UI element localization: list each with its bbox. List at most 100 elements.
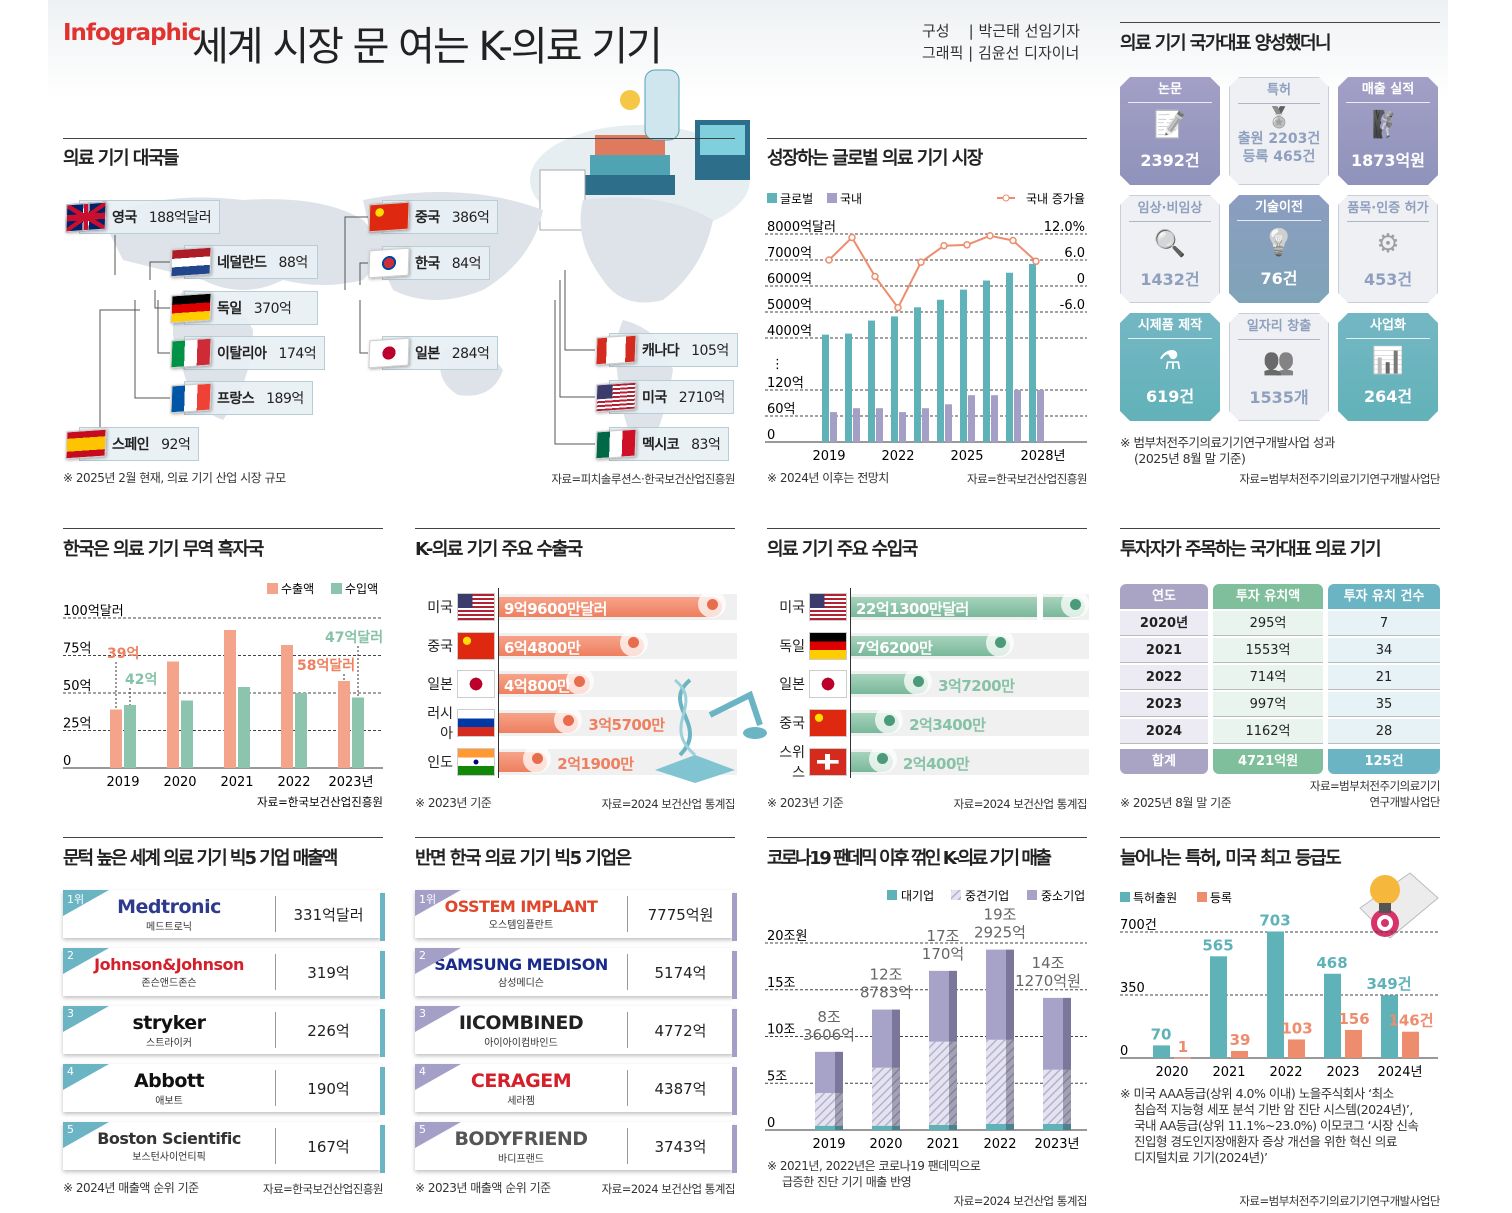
- legend-label: 국내 증가율: [1026, 192, 1085, 206]
- bar-track: 2억3400만: [850, 706, 1089, 737]
- country-market-value: 83억: [691, 437, 721, 453]
- legend-swatch-mid: [951, 890, 961, 900]
- country-name: 이탈리아: [217, 346, 267, 362]
- table-cell: 2024: [1120, 719, 1208, 744]
- rank-badge: [415, 1006, 461, 1032]
- data-label-filed: 349건: [1366, 975, 1411, 993]
- company-name-ko: 메드트로닉: [146, 921, 192, 933]
- company-revenue: 7775억원: [647, 905, 714, 924]
- y-tick-label: 350: [1120, 981, 1145, 996]
- growth-rate-point: [940, 241, 948, 250]
- covid-source: 자료=2024 보건산업 통계집: [953, 1194, 1088, 1208]
- y-tick-label: 10조: [767, 1023, 796, 1038]
- global-big5-note: ※ 2024년 매출액 순위 기준: [63, 1181, 199, 1195]
- country-name: 미국: [427, 600, 453, 616]
- tile-value: 1535개: [1249, 388, 1309, 407]
- bar-registered: [1231, 1050, 1248, 1058]
- country-name: 일본: [415, 346, 440, 362]
- bar-global: [983, 280, 990, 442]
- exports-note: ※ 2023년 기준: [415, 796, 492, 810]
- bar-end-marker: [565, 667, 594, 696]
- tile-value: 출원 2203건: [1237, 131, 1321, 147]
- bar-domestic: [876, 408, 883, 442]
- y2-tick-label: 6.0: [1064, 246, 1085, 261]
- national-source: 자료=범부처전주기의료기기연구개발사업단: [1239, 472, 1440, 486]
- rank-label: 3: [67, 1007, 74, 1020]
- bar-export: [224, 630, 236, 768]
- table-header-cell: 투자 유치 건수: [1328, 584, 1440, 609]
- covid-section-title: 코로나19 팬데믹 이후 꺾인 K-의료 기기 매출: [767, 848, 1052, 869]
- bar-import: [295, 693, 307, 768]
- bar-row: 독일 7억6200만: [767, 628, 1089, 660]
- map-country-label: 이탈리아 174억: [170, 336, 326, 370]
- tile-4: 기술이전 💡 76건: [1229, 195, 1329, 303]
- flag-de-icon: [809, 631, 847, 660]
- tile-value-2: 등록 465건: [1242, 149, 1316, 165]
- map-country-label: 멕시코 83억: [595, 427, 730, 461]
- patent-note-line: 침습적 지능형 세포 분석 기반 암 진단 시스템(2024년)’,: [1134, 1102, 1413, 1117]
- divider: [275, 896, 276, 932]
- section-rule: [1120, 528, 1440, 529]
- company-name-en: OSSTEM IMPLANT: [444, 897, 598, 916]
- section-rule: [63, 528, 383, 529]
- x-tick-label: 2020: [869, 1137, 902, 1152]
- rank-label: 1위: [419, 893, 437, 906]
- bar-fill: [850, 597, 1085, 617]
- bar-end-marker: [554, 706, 583, 735]
- company-logo: SAMSUNG MEDISON 삼성메디슨: [415, 955, 627, 989]
- legend-label: 중견기업: [965, 889, 1009, 903]
- map-note: ※ 2025년 2월 현재, 의료 기기 산업 시장 규모: [63, 471, 286, 485]
- growth-rate-point: [986, 231, 994, 240]
- chart-dollar-icon: 📊: [1371, 346, 1405, 376]
- bar-import: [124, 705, 136, 768]
- company-logo: Boston Scientific 보스턴사이언티픽: [63, 1129, 275, 1163]
- country-name: 미국: [642, 390, 667, 406]
- page-title: 세계 시장 문 여는 K-의료 기기: [192, 24, 663, 70]
- investment-section-title: 투자자가 주목하는 국가대표 의료 기기: [1120, 539, 1382, 560]
- growth-rate-point: [871, 272, 879, 281]
- bar-segment-mid: [872, 1067, 900, 1126]
- divider: [275, 954, 276, 990]
- bar-global: [937, 299, 944, 442]
- table-cell: 7: [1328, 611, 1440, 636]
- data-label-registered: 1: [1178, 1038, 1188, 1056]
- company-card: 3 stryker 스트라이커 226억: [63, 1006, 385, 1057]
- country-name: 프랑스: [217, 391, 255, 407]
- company-name-en: SAMSUNG MEDISON: [434, 955, 608, 974]
- flag-ru-icon: [457, 709, 495, 738]
- company-logo: Medtronic 메드트로닉: [63, 896, 275, 933]
- data-label: 58억달러: [297, 658, 355, 674]
- bar-value-label: 2억3400만: [909, 716, 986, 735]
- company-revenue: 190억: [307, 1079, 350, 1098]
- legend-label: 수출액: [281, 582, 314, 596]
- document-pen-icon: 📝: [1153, 110, 1187, 140]
- bar-track: 3억5700만: [498, 706, 737, 737]
- x-tick-label: 2024년: [1377, 1065, 1422, 1080]
- divider: [627, 1012, 628, 1048]
- bar-row: 중국 6억4800만: [415, 628, 737, 660]
- bar-global: [914, 307, 921, 442]
- y-tick-label: 6000억: [767, 272, 812, 287]
- total-label: 12조: [870, 966, 903, 984]
- bar-global: [891, 316, 898, 442]
- divider: [627, 896, 628, 932]
- company-name-ko: 존슨앤드존슨: [141, 978, 197, 989]
- x-tick-label: 2020: [163, 775, 196, 790]
- bar-segment-large: [986, 1123, 1014, 1130]
- flag-us-icon: [595, 381, 637, 413]
- korea-big5-note: ※ 2023년 매출액 순위 기준: [415, 1181, 551, 1195]
- bar-track: 4억800만: [498, 667, 737, 698]
- growth-note: ※ 2024년 이후는 전망치: [767, 471, 889, 485]
- rank-label: 5: [419, 1123, 426, 1136]
- bar-end-marker: [986, 628, 1015, 657]
- table-row: 2024 1162억 28: [1120, 718, 1440, 745]
- table-cell: 1553억: [1213, 638, 1323, 663]
- country-name: 미국: [779, 600, 805, 616]
- section-rule: [415, 528, 735, 529]
- bar-segment-mid: [929, 1041, 957, 1125]
- national-note-date: (2025년 8월 말 기준): [1134, 451, 1246, 466]
- y-tick-label: 8000억달러: [767, 220, 836, 235]
- card-accent: [732, 1009, 737, 1057]
- country-market-value: 370억: [253, 301, 292, 317]
- country-name: 한국: [415, 256, 440, 272]
